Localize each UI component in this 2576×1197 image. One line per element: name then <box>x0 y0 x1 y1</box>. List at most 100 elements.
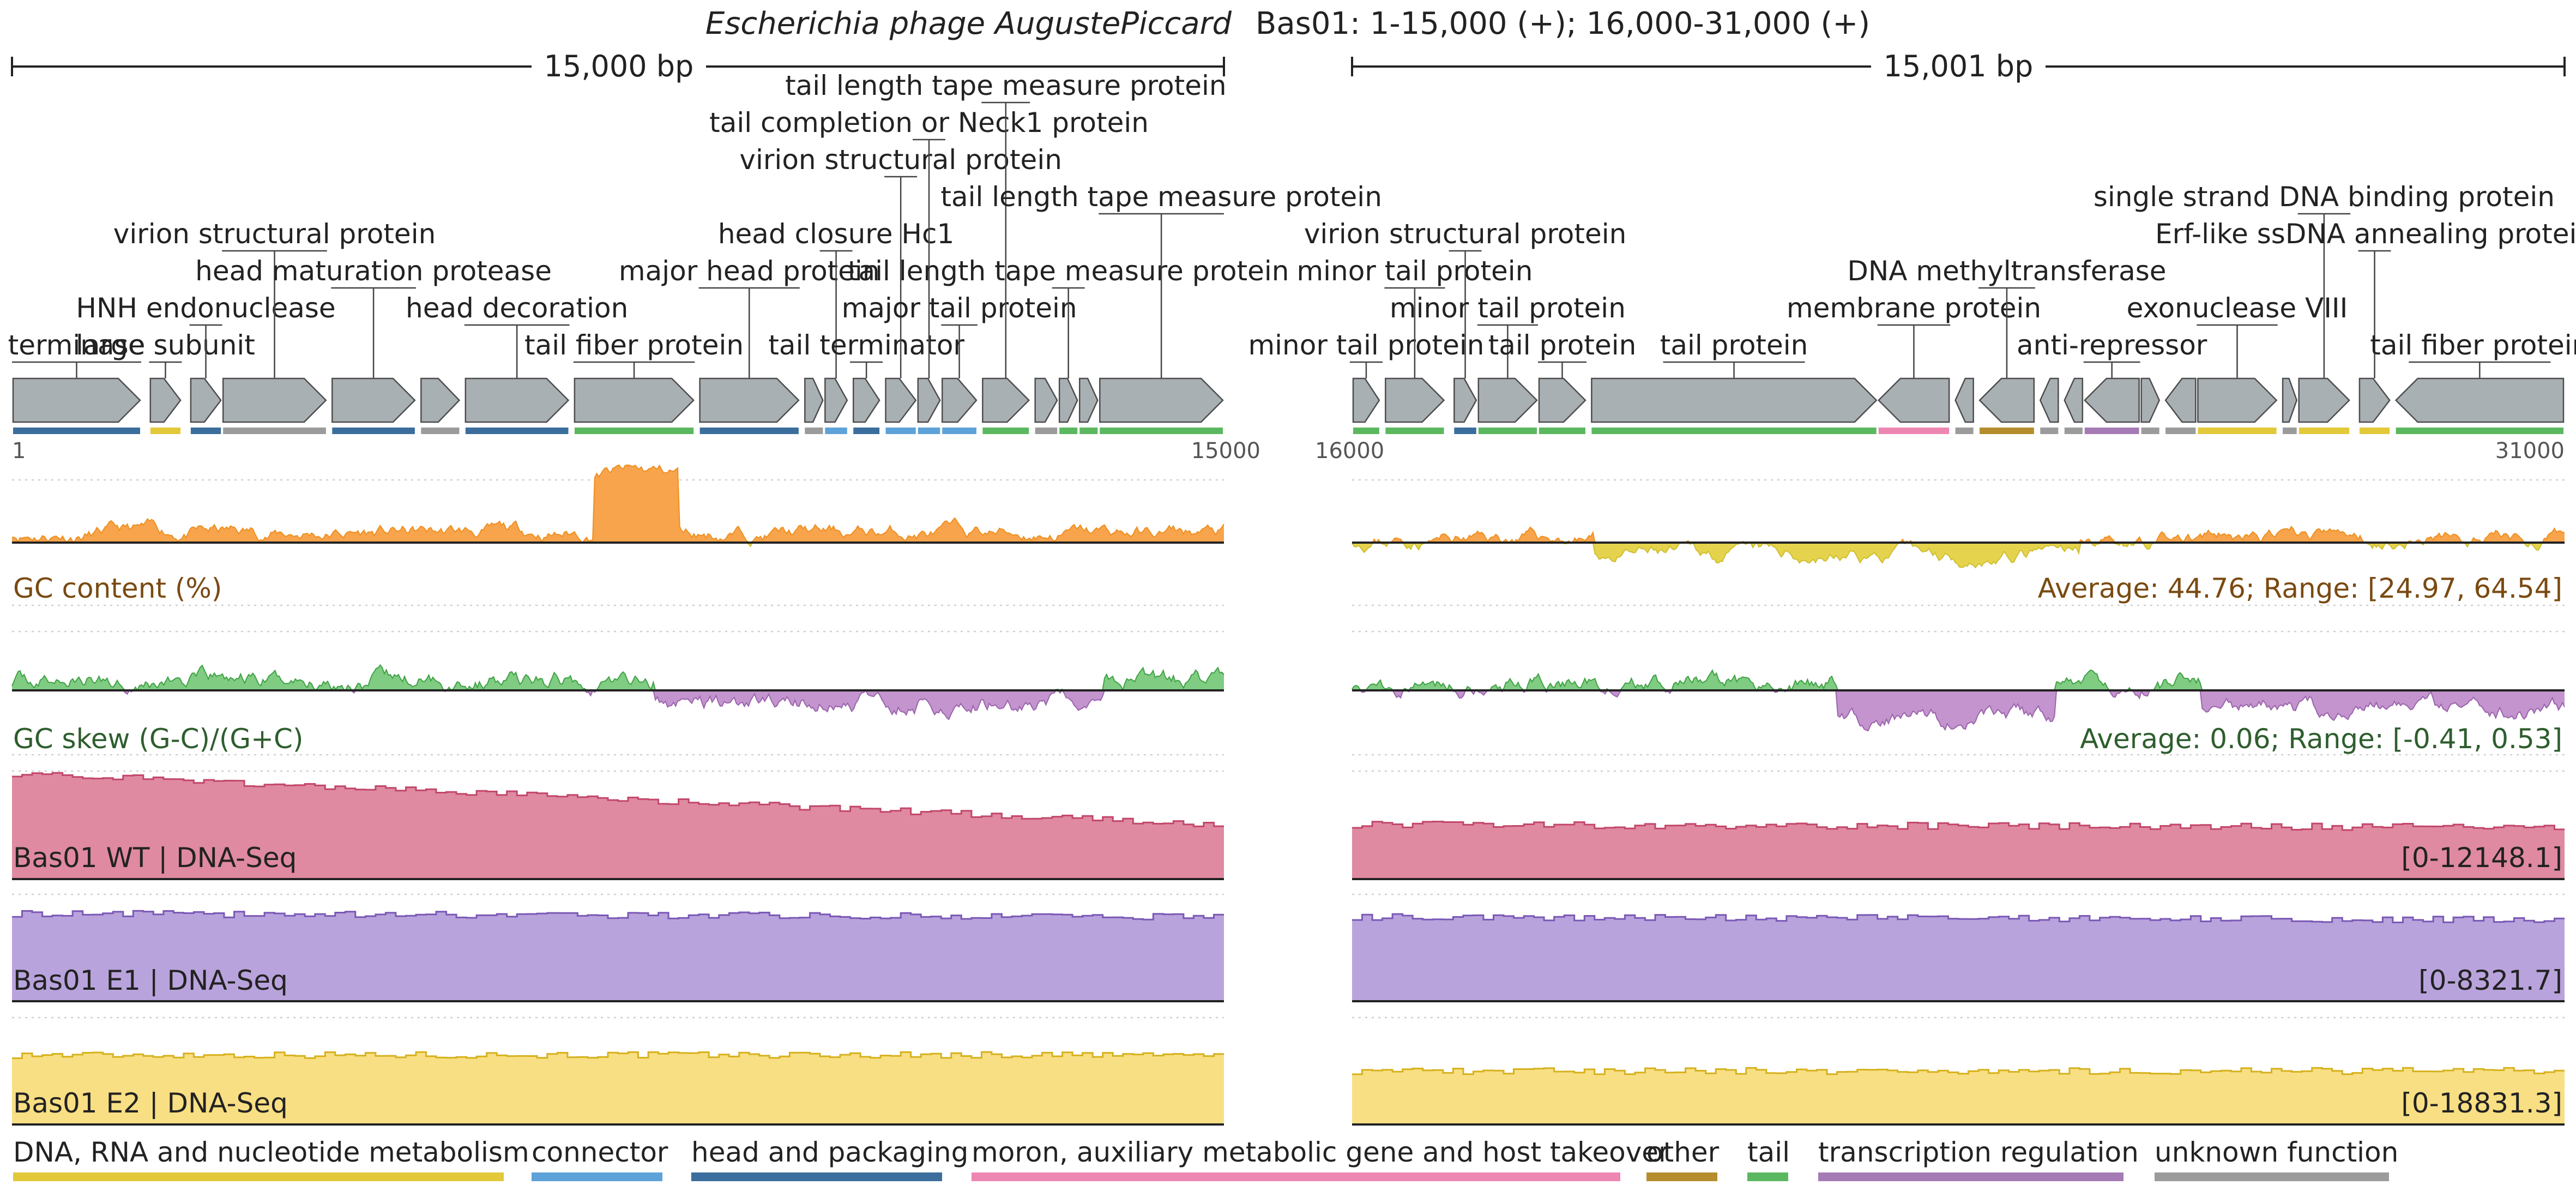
gene-arrow-36 <box>2282 377 2298 423</box>
e1-coverage-line-right <box>1352 913 2565 923</box>
gene-arrow-32 <box>2084 377 2140 423</box>
gene-arrow-10 <box>804 377 824 423</box>
gene-label-tail-length-tape-measure-protein: tail length tape measure protein <box>848 255 1289 287</box>
gene-label-hnh-endonuclease: HNH endonuclease <box>76 292 335 324</box>
gene-arrow-19 <box>1078 377 1099 423</box>
gene-arrow-22 <box>1385 377 1445 423</box>
e2-coverage-line-right <box>1352 1067 2565 1075</box>
coord-end-left: 15000 <box>1191 438 1260 464</box>
gene-category-bar-7 <box>465 428 569 434</box>
gene-label-head-decoration: head decoration <box>406 292 628 324</box>
legend-label-dna-metabolism: DNA, RNA and nucleotide metabolism <box>13 1136 529 1168</box>
gene-label-tail-protein: tail protein <box>1488 329 1637 361</box>
e1-coverage-line-left <box>12 910 1224 921</box>
gene-label-anti-repressor: anti-repressor <box>2017 329 2207 361</box>
gene-label-tail-fiber-protein: tail fiber protein <box>524 329 744 361</box>
e1-track-range: [0-8321.7] <box>2418 965 2562 996</box>
gene-category-bar-2 <box>150 428 181 434</box>
gene-label-exonuclease-viii: exonuclease VIII <box>2127 292 2348 324</box>
gene-arrow-31 <box>2064 377 2084 423</box>
legend-label-tail: tail <box>1747 1136 1790 1168</box>
gc-content-right-above-area <box>1352 526 2565 543</box>
gene-category-bar-14 <box>918 428 940 434</box>
gene-category-bars <box>13 428 2563 434</box>
gene-category-bar-34 <box>2165 428 2196 434</box>
legend-swatch-transcription <box>1818 1172 2123 1181</box>
gene-label-membrane-protein: membrane protein <box>1787 292 2041 324</box>
legend-label-connector: connector <box>532 1136 668 1168</box>
gene-arrow-23 <box>1453 377 1477 423</box>
gene-category-bar-5 <box>332 428 415 434</box>
gene-arrow-18 <box>1058 377 1078 423</box>
gene-category-bar-3 <box>190 428 221 434</box>
gene-category-bar-1 <box>13 428 140 434</box>
gene-category-bar-17 <box>1035 428 1058 434</box>
gene-arrow-9 <box>699 377 800 423</box>
legend-swatch-moron <box>972 1172 1620 1181</box>
legend-swatch-head-packaging <box>691 1172 942 1181</box>
gc-skew-left-above-area <box>12 665 1224 690</box>
e2-coverage-area-right <box>1352 1068 2565 1124</box>
wt-track-range: [0-12148.1] <box>2401 842 2562 874</box>
gene-label-terminase: terminase <box>8 329 146 361</box>
gc-content-left-above-area <box>12 465 1224 543</box>
gene-arrow-28 <box>1954 377 1974 423</box>
gene-category-bar-13 <box>885 428 916 434</box>
gene-label-tail-completion-or-neck1-protein: tail completion or Neck1 protein <box>709 107 1149 139</box>
gene-category-bar-11 <box>825 428 847 434</box>
legend-swatch-dna-metabolism <box>13 1172 504 1181</box>
gc-track-label: GC content (%) <box>13 573 222 604</box>
legend-label-unknown: unknown function <box>2155 1136 2398 1168</box>
gene-arrow-12 <box>852 377 880 423</box>
gene-arrow-35 <box>2197 377 2278 423</box>
coord-end-right: 31000 <box>2495 438 2565 464</box>
gene-category-bar-39 <box>2396 428 2563 434</box>
gene-arrow-26 <box>1591 377 1878 423</box>
gene-arrow-16 <box>982 377 1030 423</box>
gene-category-bar-8 <box>574 428 694 434</box>
gene-label-virion-structural-protein: virion structural protein <box>1304 218 1627 250</box>
gene-category-bar-36 <box>2283 428 2297 434</box>
scale-label-left: 15,000 bp <box>544 49 694 83</box>
gene-arrow-17 <box>1034 377 1058 423</box>
gene-arrow-5 <box>331 377 416 423</box>
figure-title: Escherichia phage AugustePiccard Bas01: … <box>705 6 1870 41</box>
gene-arrow-30 <box>2039 377 2059 423</box>
e1-track-label: Bas01 E1 | DNA-Seq <box>13 965 288 996</box>
gene-category-bar-35 <box>2198 428 2277 434</box>
gene-category-bar-33 <box>2141 428 2159 434</box>
gene-label-large-subunit: large subunit <box>76 329 255 361</box>
scale-label-right: 15,001 bp <box>1884 49 2034 83</box>
gene-arrow-15 <box>942 377 978 423</box>
gene-arrow-27 <box>1877 377 1950 423</box>
gene-label-erf-like-ssdna-annealing-protein: Erf-like ssDNA annealing protein <box>2155 218 2576 250</box>
coord-start-right: 16000 <box>1315 438 1384 464</box>
gene-category-bar-22 <box>1385 428 1444 434</box>
gene-category-bar-26 <box>1591 428 1877 434</box>
gene-category-bar-9 <box>699 428 799 434</box>
gene-arrow-3 <box>190 377 222 423</box>
gene-arrow-38 <box>2358 377 2391 423</box>
wt-track-label: Bas01 WT | DNA-Seq <box>13 842 297 874</box>
e2-track-label: Bas01 E2 | DNA-Seq <box>13 1087 288 1119</box>
gene-label-virion-structural-protein: virion structural protein <box>739 144 1062 176</box>
gene-category-bar-32 <box>2084 428 2139 434</box>
gene-arrow-11 <box>824 377 848 423</box>
gene-arrow-25 <box>1538 377 1586 423</box>
gc-skew-right-above-area <box>1352 670 2565 690</box>
gene-label-single-strand-dna-binding-protein: single strand DNA binding protein <box>2094 181 2555 213</box>
gene-category-bar-28 <box>1955 428 1974 434</box>
gene-arrow-2 <box>149 377 182 423</box>
e2-coverage-area-left <box>12 1052 1224 1124</box>
gene-category-bar-4 <box>223 428 326 434</box>
wt-coverage-area-right <box>1352 821 2565 879</box>
gene-category-bar-23 <box>1454 428 1476 434</box>
gene-label-minor-tail-protein: minor tail protein <box>1296 255 1533 287</box>
organism-name: Escherichia phage AugustePiccard <box>705 6 1232 41</box>
gene-label-major-tail-protein: major tail protein <box>842 292 1077 324</box>
gene-category-bar-27 <box>1878 428 1950 434</box>
gc-content-right-below-area <box>1352 543 2565 568</box>
gene-category-bar-31 <box>2064 428 2083 434</box>
legend-swatch-unknown <box>2155 1172 2389 1181</box>
